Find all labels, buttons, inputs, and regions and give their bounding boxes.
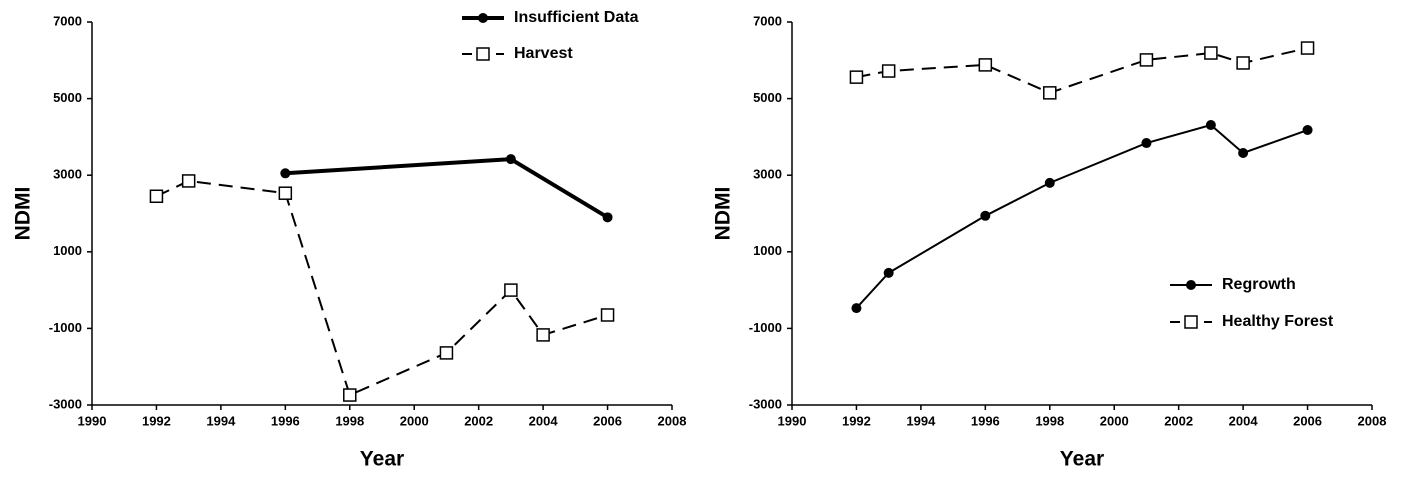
y-tick-label: 7000 [753, 13, 782, 28]
series-line [156, 179, 608, 397]
data-point [1204, 46, 1218, 60]
data-point [978, 58, 993, 72]
x-tick-label: 1994 [906, 413, 936, 428]
y-tick-label: -1000 [749, 320, 782, 335]
data-point [1043, 86, 1057, 100]
legend-marker [1184, 315, 1198, 329]
data-point [280, 168, 291, 179]
y-tick-label: -3000 [49, 396, 82, 411]
y-axis-label: NDMI [12, 187, 35, 241]
x-tick-label: 1992 [842, 413, 871, 428]
x-tick-label: 2008 [658, 413, 687, 428]
data-point [536, 328, 550, 342]
legend-label: Healthy Forest [1222, 313, 1334, 330]
x-tick-label: 1998 [335, 413, 364, 428]
y-tick-label: 5000 [753, 90, 782, 105]
x-tick-label: 1990 [78, 413, 107, 428]
data-point [602, 212, 613, 223]
x-tick-label: 1994 [206, 413, 236, 428]
y-tick-label: 1000 [53, 243, 82, 258]
data-point [1300, 41, 1315, 55]
y-tick-label: 3000 [753, 167, 782, 182]
x-tick-label: 2008 [1358, 413, 1387, 428]
data-point [278, 186, 293, 200]
data-point [1238, 147, 1249, 158]
legend-marker [478, 13, 488, 23]
data-point [883, 267, 894, 278]
y-tick-label: 7000 [53, 13, 82, 28]
data-point [439, 346, 454, 360]
x-tick-label: 2006 [593, 413, 622, 428]
data-point [149, 189, 164, 204]
x-tick-label: 1996 [971, 413, 1000, 428]
x-axis-label: Year [1060, 448, 1104, 471]
y-tick-label: 1000 [753, 243, 782, 258]
data-point [881, 64, 896, 78]
data-point [181, 174, 196, 188]
x-axis-label: Year [360, 448, 404, 471]
series-line [856, 47, 1308, 94]
legend-marker [476, 47, 490, 61]
y-tick-label: -1000 [49, 320, 82, 335]
data-point [1205, 120, 1216, 131]
data-point [504, 283, 518, 297]
series-line [855, 123, 1308, 309]
legend-label: Harvest [514, 45, 573, 62]
y-tick-label: -3000 [749, 396, 782, 411]
data-point [1044, 177, 1055, 188]
y-tick-label: 3000 [53, 167, 82, 182]
data-point [1139, 53, 1154, 67]
x-tick-label: 2002 [464, 413, 493, 428]
data-point [849, 70, 864, 84]
x-tick-label: 1998 [1035, 413, 1064, 428]
series-line [285, 157, 609, 220]
data-point [505, 154, 516, 165]
x-tick-label: 1996 [271, 413, 300, 428]
x-tick-label: 2000 [400, 413, 429, 428]
data-point [851, 303, 862, 314]
x-tick-label: 2006 [1293, 413, 1322, 428]
data-point [980, 210, 991, 221]
x-tick-label: 2004 [529, 413, 559, 428]
x-tick-label: 2002 [1164, 413, 1193, 428]
data-point [1302, 125, 1313, 136]
data-point [343, 388, 357, 402]
x-tick-label: 2000 [1100, 413, 1129, 428]
data-point [1141, 138, 1152, 149]
x-tick-label: 1990 [778, 413, 807, 428]
legend-marker [1186, 280, 1196, 290]
y-tick-label: 5000 [53, 90, 82, 105]
x-tick-label: 2004 [1229, 413, 1259, 428]
legend-label: Regrowth [1222, 276, 1296, 293]
data-point [1236, 56, 1250, 70]
legend-label: Insufficient Data [514, 9, 639, 26]
x-tick-label: 1992 [142, 413, 171, 428]
y-axis-label: NDMI [712, 187, 735, 241]
data-point [600, 308, 615, 322]
